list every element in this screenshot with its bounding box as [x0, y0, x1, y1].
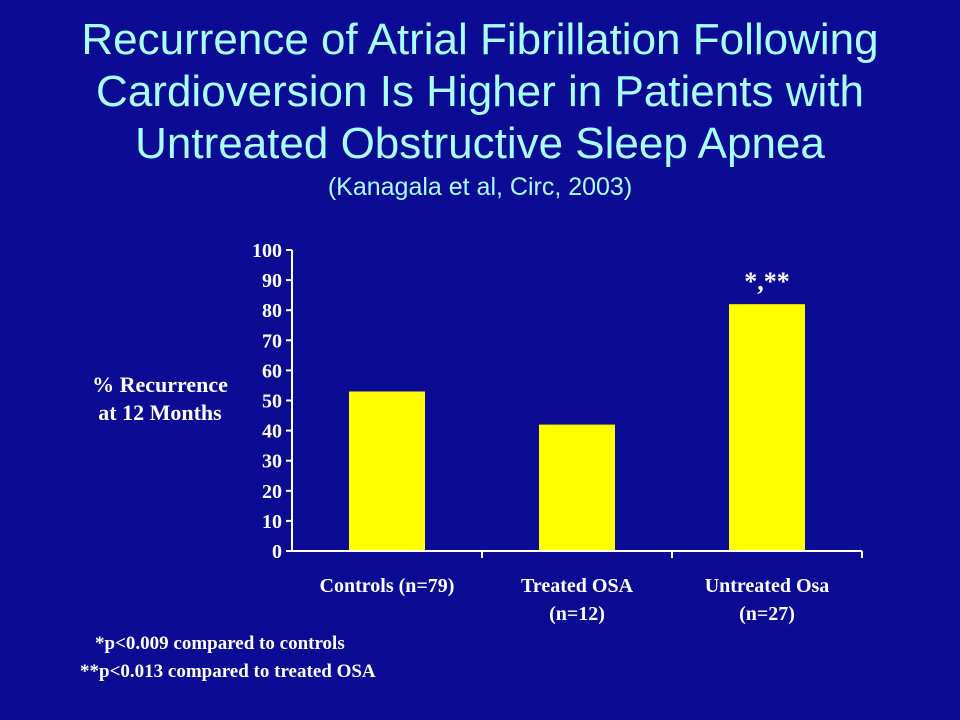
title-line-3: Untreated Obstructive Sleep Apnea	[135, 119, 825, 168]
y-axis-label: % Recurrence at 12 Months	[60, 371, 260, 427]
y-tick-label-50: 50	[262, 391, 282, 413]
footnotes: *p<0.009 compared to controls **p<0.013 …	[80, 630, 376, 686]
y-axis-label-line-1: % Recurrence	[92, 372, 228, 397]
bar-0	[349, 391, 425, 551]
footnote-2: **p<0.013 compared to treated OSA	[80, 661, 376, 682]
y-tick-label-70: 70	[262, 330, 282, 352]
y-tick-label-100: 100	[252, 240, 282, 262]
y-tick-label-0: 0	[272, 541, 282, 563]
y-axis-label-line-2: at 12 Months	[98, 400, 222, 425]
x-category-label-2-line-1: Untreated Osa	[705, 575, 830, 597]
x-category-label-1-line-1: Treated OSA	[521, 575, 634, 597]
slide-title: Recurrence of Atrial Fibrillation Follow…	[0, 14, 960, 204]
x-category-label-2-line-2: (n=27)	[739, 603, 795, 625]
title-line-2: Cardioversion Is Higher in Patients with	[96, 67, 864, 116]
bar-2	[729, 304, 805, 551]
significance-annotation: *,**	[744, 267, 790, 296]
title-citation: (Kanagala et al, Circ, 2003)	[327, 173, 633, 201]
x-category-label-1-line-2: (n=12)	[549, 603, 605, 625]
y-tick-label-30: 30	[262, 451, 282, 473]
bar-1	[539, 424, 615, 551]
y-tick-label-20: 20	[262, 481, 282, 503]
y-tick-label-40: 40	[262, 421, 282, 443]
y-tick-label-60: 60	[262, 360, 282, 382]
footnote-1: *p<0.009 compared to controls	[95, 633, 345, 654]
x-category-label-0-line-1: Controls (n=79)	[320, 575, 455, 597]
title-line-1: Recurrence of Atrial Fibrillation Follow…	[81, 15, 879, 64]
y-tick-label-90: 90	[262, 270, 282, 292]
y-tick-label-10: 10	[262, 511, 282, 533]
y-tick-label-80: 80	[262, 300, 282, 322]
